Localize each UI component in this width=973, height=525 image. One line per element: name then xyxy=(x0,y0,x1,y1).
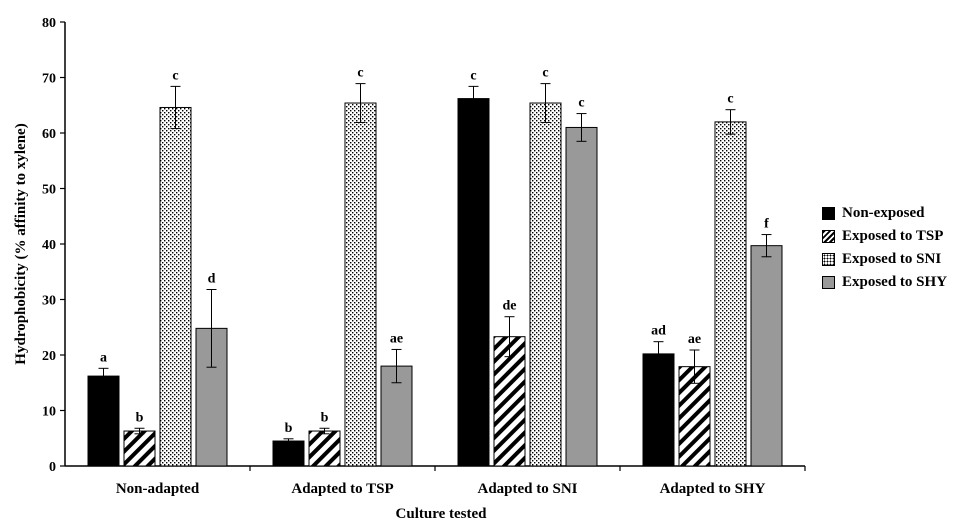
y-tick-label: 50 xyxy=(42,183,56,198)
legend-item-exposed-shy: Exposed to SHY xyxy=(822,271,947,294)
legend-item-exposed-tsp: Exposed to TSP xyxy=(822,225,947,248)
legend-item-non-exposed: Non-exposed xyxy=(822,202,947,225)
data-label: ae xyxy=(390,331,403,346)
data-label: f xyxy=(764,217,769,232)
y-axis-title: Hydrophobicity (% affinity to xylene) xyxy=(13,123,29,364)
y-tick-label: 40 xyxy=(42,238,56,253)
bar xyxy=(272,440,305,467)
legend-swatch-non-exposed xyxy=(822,207,835,220)
legend-swatch-exposed-tsp xyxy=(822,230,835,243)
data-label: ae xyxy=(688,332,701,347)
data-label: d xyxy=(208,272,216,287)
data-label: de xyxy=(503,299,517,314)
bar xyxy=(493,336,526,467)
data-label: c xyxy=(357,66,363,81)
data-label: b xyxy=(285,421,293,436)
legend-swatch-exposed-shy xyxy=(822,276,835,289)
data-label: b xyxy=(136,410,144,425)
y-tick-label: 80 xyxy=(42,16,56,31)
data-label: b xyxy=(321,410,329,425)
data-label: c xyxy=(578,96,584,111)
bar xyxy=(642,353,675,467)
data-label: ad xyxy=(651,324,666,339)
y-tick-label: 60 xyxy=(42,127,56,142)
bar xyxy=(457,98,490,467)
legend: Non-exposed Exposed to TSP Exposed to SN… xyxy=(822,202,947,294)
bar xyxy=(87,375,120,467)
category-label: Adapted to TSP xyxy=(291,481,393,497)
category-label: Adapted to SNI xyxy=(477,481,577,497)
y-tick-label: 0 xyxy=(49,460,56,475)
x-axis-title: Culture tested xyxy=(396,506,488,522)
category-label: Adapted to SHY xyxy=(660,481,766,497)
legend-label-exposed-shy: Exposed to SHY xyxy=(842,274,948,290)
data-label: c xyxy=(172,68,178,83)
legend-label-exposed-sni: Exposed to SNI xyxy=(842,251,942,267)
bar xyxy=(529,102,562,467)
data-label: c xyxy=(542,66,548,81)
legend-swatch-exposed-sni xyxy=(822,253,835,266)
bar xyxy=(344,102,377,467)
bar xyxy=(308,430,341,467)
bar xyxy=(565,126,598,467)
bar xyxy=(714,121,747,467)
y-tick-label: 70 xyxy=(42,72,56,87)
y-tick-label: 30 xyxy=(42,294,56,309)
bar xyxy=(159,106,192,467)
data-label: a xyxy=(100,350,107,365)
legend-label-non-exposed: Non-exposed xyxy=(842,205,925,221)
category-label: Non-adapted xyxy=(116,481,200,497)
bar xyxy=(123,430,156,467)
bar xyxy=(750,245,783,467)
data-label: c xyxy=(470,68,476,83)
data-label: c xyxy=(727,92,733,107)
legend-label-exposed-tsp: Exposed to TSP xyxy=(842,228,944,244)
y-tick-label: 10 xyxy=(42,405,56,420)
legend-item-exposed-sni: Exposed to SNI xyxy=(822,248,947,271)
y-tick-label: 20 xyxy=(42,349,56,364)
